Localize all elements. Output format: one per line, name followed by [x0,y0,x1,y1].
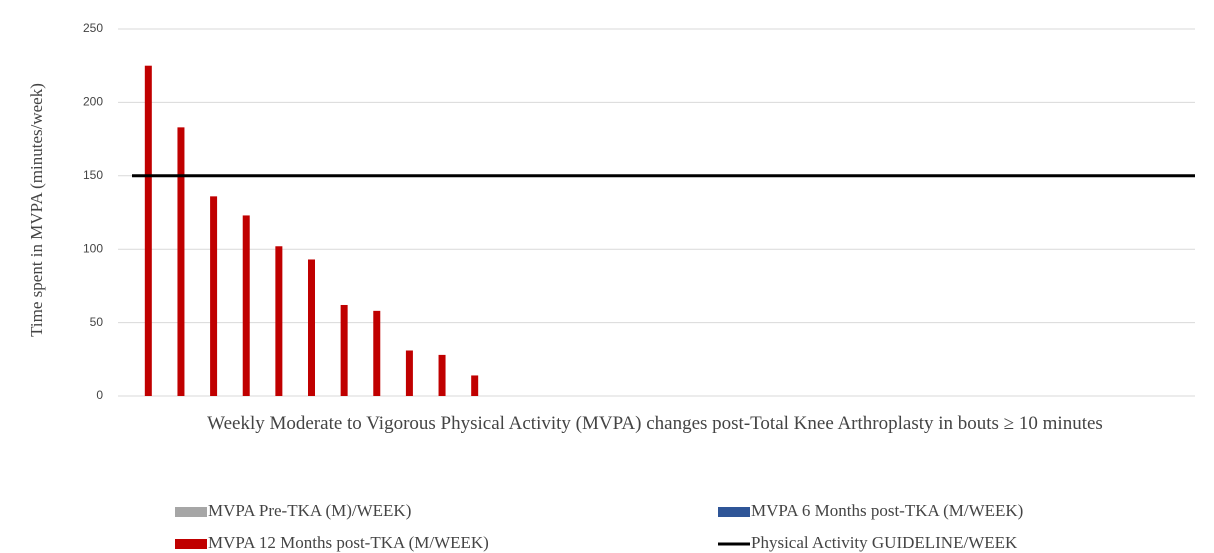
bar [275,246,283,396]
y-tick-label: 200 [83,95,103,109]
bar [438,354,446,396]
bar [308,259,315,396]
y-axis-label: Time spent in MVPA (minutes/week) [27,83,46,337]
y-tick-label: 100 [83,241,103,255]
bar [144,65,152,396]
bar [340,304,348,396]
legend-label: MVPA Pre-TKA (M)/WEEK) [208,501,411,520]
y-tick-label: 50 [90,315,104,329]
legend-swatch [175,507,207,517]
bar [405,350,413,396]
bar [471,375,479,396]
legend-swatch [718,507,750,517]
y-tick-label: 150 [83,168,103,182]
legend-swatch [175,539,207,549]
x-axis-label: Weekly Moderate to Vigorous Physical Act… [207,413,1103,434]
legend-label: MVPA 6 Months post-TKA (M/WEEK) [751,501,1023,520]
y-tick-label: 0 [96,388,103,402]
y-tick-label: 250 [83,21,103,35]
bar [177,127,185,396]
bar [242,215,250,396]
legend-label: Physical Activity GUIDELINE/WEEK [751,533,1018,552]
legend-label: MVPA 12 Months post-TKA (M/WEEK) [208,533,489,552]
bar [210,196,218,396]
bar [373,310,381,396]
